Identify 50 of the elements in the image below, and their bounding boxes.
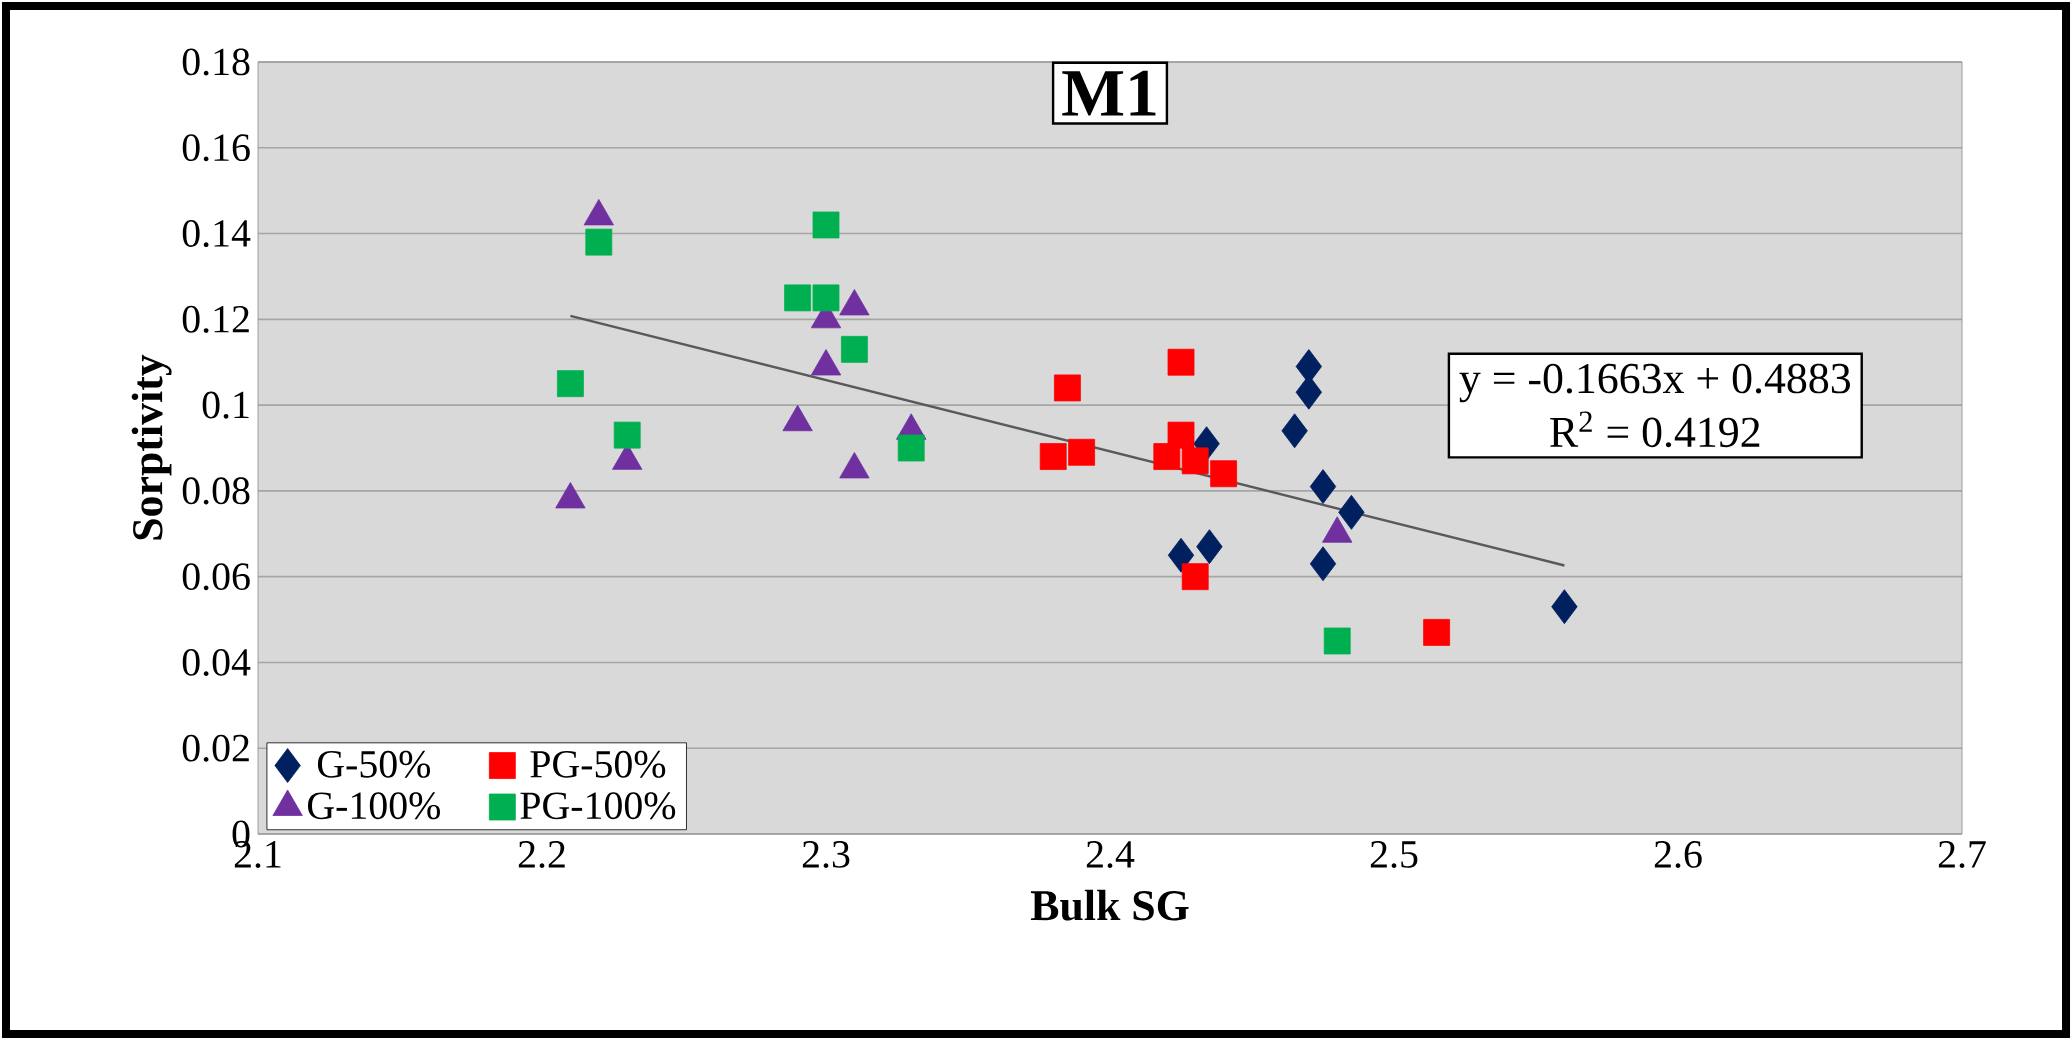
point — [812, 284, 840, 312]
annotation: y = -0.1663x + 0.4883 — [1459, 363, 1850, 403]
y-tick-label: 0.14 — [182, 220, 251, 248]
x-axis-title: Bulk SG — [1030, 889, 1189, 921]
legend-label: PG-50% — [530, 750, 666, 778]
point — [1153, 443, 1181, 470]
legend-label: G-100% — [307, 792, 440, 820]
x-tick-label: 2.7 — [1938, 841, 1986, 868]
y-tick-label: 0.12 — [182, 305, 249, 333]
point — [784, 284, 812, 312]
point — [557, 370, 584, 398]
point — [613, 421, 641, 449]
point — [1281, 413, 1308, 449]
y-tick-label: 0.06 — [182, 563, 250, 591]
y-tick-label: 0.04 — [182, 648, 251, 676]
x-tick-label: 2.5 — [1370, 841, 1418, 868]
point — [1551, 589, 1578, 625]
point — [1323, 627, 1351, 655]
point — [1181, 563, 1209, 591]
point — [1039, 443, 1067, 470]
legend-label: G-50% — [317, 750, 431, 778]
x-tick-label: 2.3 — [802, 841, 850, 868]
point — [841, 335, 868, 363]
point — [1196, 529, 1223, 565]
point — [1167, 348, 1195, 376]
x-tick-label: 2.4 — [1086, 841, 1135, 868]
point — [1167, 537, 1195, 573]
point — [1338, 494, 1365, 530]
annotation: R$^{2}$ = 0.4192 — [1550, 411, 1760, 448]
point — [1068, 438, 1096, 466]
point — [1210, 460, 1238, 488]
y-axis-title: Sorptivity — [131, 354, 172, 540]
point — [1181, 447, 1209, 475]
point — [1167, 421, 1195, 449]
y-tick-label: 0.16 — [182, 134, 250, 162]
point — [585, 228, 613, 256]
x-tick-label: 2.2 — [518, 841, 565, 868]
y-tick-label: 0.18 — [182, 48, 250, 76]
point — [1054, 374, 1081, 402]
point — [812, 211, 840, 239]
point — [1423, 619, 1451, 646]
y-tick-label: 0.1 — [202, 391, 249, 419]
point — [1309, 469, 1337, 504]
legend-label: PG-100% — [520, 792, 676, 820]
point — [897, 434, 925, 462]
y-tick-label: 0.08 — [182, 477, 250, 505]
point — [1309, 546, 1337, 582]
x-tick-label: 2.6 — [1654, 841, 1702, 868]
y-tick-label: 0.02 — [182, 734, 249, 762]
chart-title: M1 — [1062, 70, 1156, 116]
